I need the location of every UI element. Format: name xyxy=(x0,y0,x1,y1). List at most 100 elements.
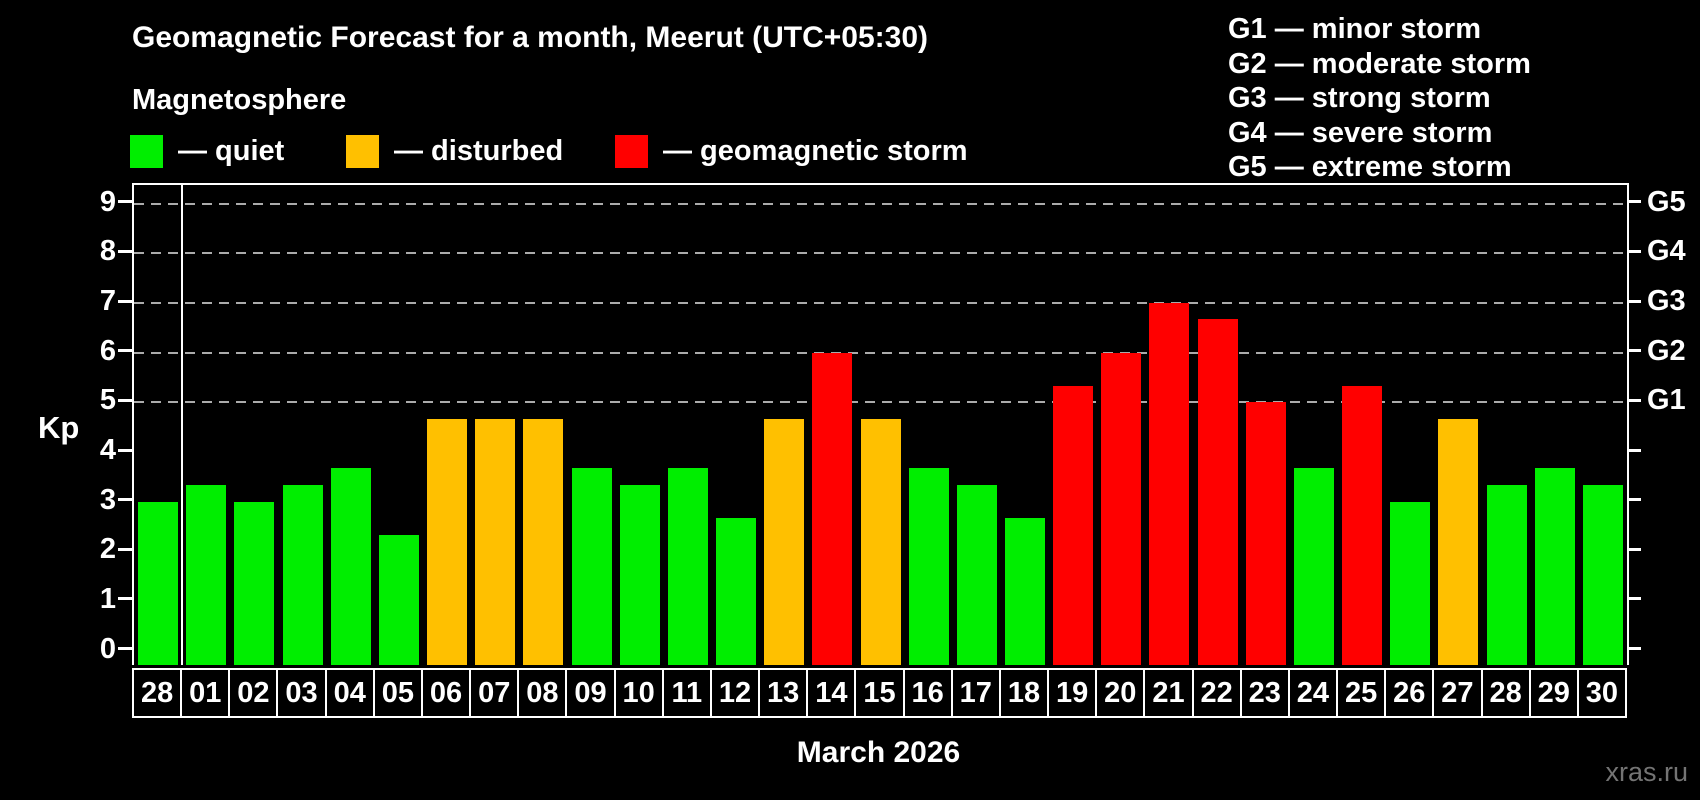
y-tick-left xyxy=(118,398,132,402)
watermark: xras.ru xyxy=(1605,757,1688,787)
date-axis-row: 28 01 02 03 04 05 06 07 08 09 10 11 12 13 14 15 16 17 18 19… xyxy=(132,668,1627,718)
date-cell: 01 xyxy=(180,668,231,718)
date-cell: 17 xyxy=(950,668,1001,718)
kp-bar xyxy=(619,485,660,665)
kp-bar xyxy=(764,418,805,665)
legend-item-quiet: — quiet xyxy=(130,133,284,169)
legend-label-storm: — geomagnetic storm xyxy=(663,134,968,167)
kp-bar xyxy=(234,501,275,665)
y-tick-right xyxy=(1627,597,1641,601)
kp-bar xyxy=(1293,468,1334,665)
kp-bar xyxy=(667,468,708,665)
y-tick-right xyxy=(1627,200,1641,204)
legend-item-disturbed: — disturbed xyxy=(346,133,563,169)
date-cell: 28 xyxy=(1480,668,1531,718)
y-tick-left xyxy=(118,498,132,502)
kp-bar xyxy=(1438,418,1479,665)
date-cell: 27 xyxy=(1432,668,1483,718)
date-cell: 30 xyxy=(1576,668,1627,718)
kp-bar xyxy=(1004,518,1045,665)
gridline-kp9 xyxy=(134,202,1627,205)
kp-bar xyxy=(282,485,323,665)
storm-color-swatch xyxy=(615,134,648,168)
y-tick-label: 3 xyxy=(99,483,116,516)
kp-bar xyxy=(1342,385,1383,665)
chart-title: Geomagnetic Forecast for a month, Meerut… xyxy=(132,21,928,54)
y-tick-left xyxy=(118,448,132,452)
date-cell: 18 xyxy=(998,668,1050,718)
y-tick-left xyxy=(118,597,132,601)
kp-bar xyxy=(186,485,227,665)
g-axis-label-g1: G1 xyxy=(1647,384,1686,417)
date-cell: 28 xyxy=(132,668,183,718)
gridline-kp5 xyxy=(134,401,1627,404)
magnetosphere-subtitle: Magnetosphere xyxy=(132,84,347,116)
date-cell: 19 xyxy=(1047,668,1098,718)
date-cell: 04 xyxy=(324,668,375,718)
legend-item-storm: — geomagnetic storm xyxy=(615,133,968,169)
legend-label-quiet: — quiet xyxy=(178,134,285,167)
kp-bar xyxy=(571,468,612,665)
g3-legend-line: G3 — strong storm xyxy=(1228,82,1491,114)
kp-bar xyxy=(1390,501,1431,665)
month-separator-line xyxy=(181,185,184,665)
y-tick-left xyxy=(118,647,132,651)
y-tick-label: 1 xyxy=(99,582,116,615)
date-cell: 16 xyxy=(902,668,953,718)
date-cell: 21 xyxy=(1143,668,1194,718)
y-tick-left xyxy=(118,200,132,204)
date-cell: 05 xyxy=(372,668,423,718)
g4-legend-line: G4 — severe storm xyxy=(1228,116,1493,149)
date-cell: 12 xyxy=(709,668,761,718)
gridline-kp7 xyxy=(134,302,1627,305)
date-cell: 07 xyxy=(469,668,520,718)
g2-legend-line: G2 — moderate storm xyxy=(1228,47,1531,80)
g-scale-legend: G1 — minor storm G2 — moderate storm G3 … xyxy=(1228,12,1531,185)
g-axis-label-g3: G3 xyxy=(1647,285,1686,318)
date-cell: 24 xyxy=(1287,668,1339,718)
y-tick-label: 6 xyxy=(99,334,116,367)
kp-bar xyxy=(138,501,179,665)
kp-bar xyxy=(1053,385,1094,665)
y-tick-label: 4 xyxy=(99,434,116,466)
y-tick-right xyxy=(1627,498,1641,502)
kp-bar xyxy=(956,485,997,665)
y-tick-label: 7 xyxy=(99,285,116,318)
y-tick-label: 9 xyxy=(99,185,116,218)
kp-bar xyxy=(475,418,516,665)
kp-bar xyxy=(812,352,853,665)
kp-bar xyxy=(716,518,757,665)
g-axis-label-g4: G4 xyxy=(1647,235,1686,268)
date-cell: 02 xyxy=(228,668,279,718)
date-cell: 03 xyxy=(276,668,327,718)
kp-bar xyxy=(1534,468,1575,665)
month-label: March 2026 xyxy=(796,736,961,769)
quiet-color-swatch xyxy=(130,134,163,168)
y-tick-left xyxy=(118,249,132,253)
date-cell: 09 xyxy=(565,668,616,718)
y-tick-left xyxy=(118,547,132,551)
date-cell: 10 xyxy=(613,668,664,718)
legend-label-disturbed: — disturbed xyxy=(394,134,564,167)
kp-bar xyxy=(1149,303,1190,665)
date-cell: 29 xyxy=(1528,668,1579,718)
kp-bar xyxy=(330,468,371,665)
kp-bar xyxy=(378,534,419,665)
y-tick-label: 8 xyxy=(99,235,116,268)
y-tick-right xyxy=(1627,547,1641,551)
y-tick-left xyxy=(118,299,132,303)
y-tick-right xyxy=(1627,398,1641,402)
y-tick-left xyxy=(118,349,132,353)
date-cell: 22 xyxy=(1191,668,1242,718)
g-axis-label-g2: G2 xyxy=(1647,334,1686,367)
y-tick-right xyxy=(1627,299,1641,303)
date-cell: 08 xyxy=(517,668,568,718)
date-cell: 06 xyxy=(420,668,472,718)
kp-bar xyxy=(908,468,949,665)
disturbed-color-swatch xyxy=(346,134,379,168)
y-tick-right xyxy=(1627,249,1641,253)
plot-area xyxy=(132,183,1629,665)
y-tick-right xyxy=(1627,448,1641,452)
kp-bar xyxy=(427,418,468,665)
